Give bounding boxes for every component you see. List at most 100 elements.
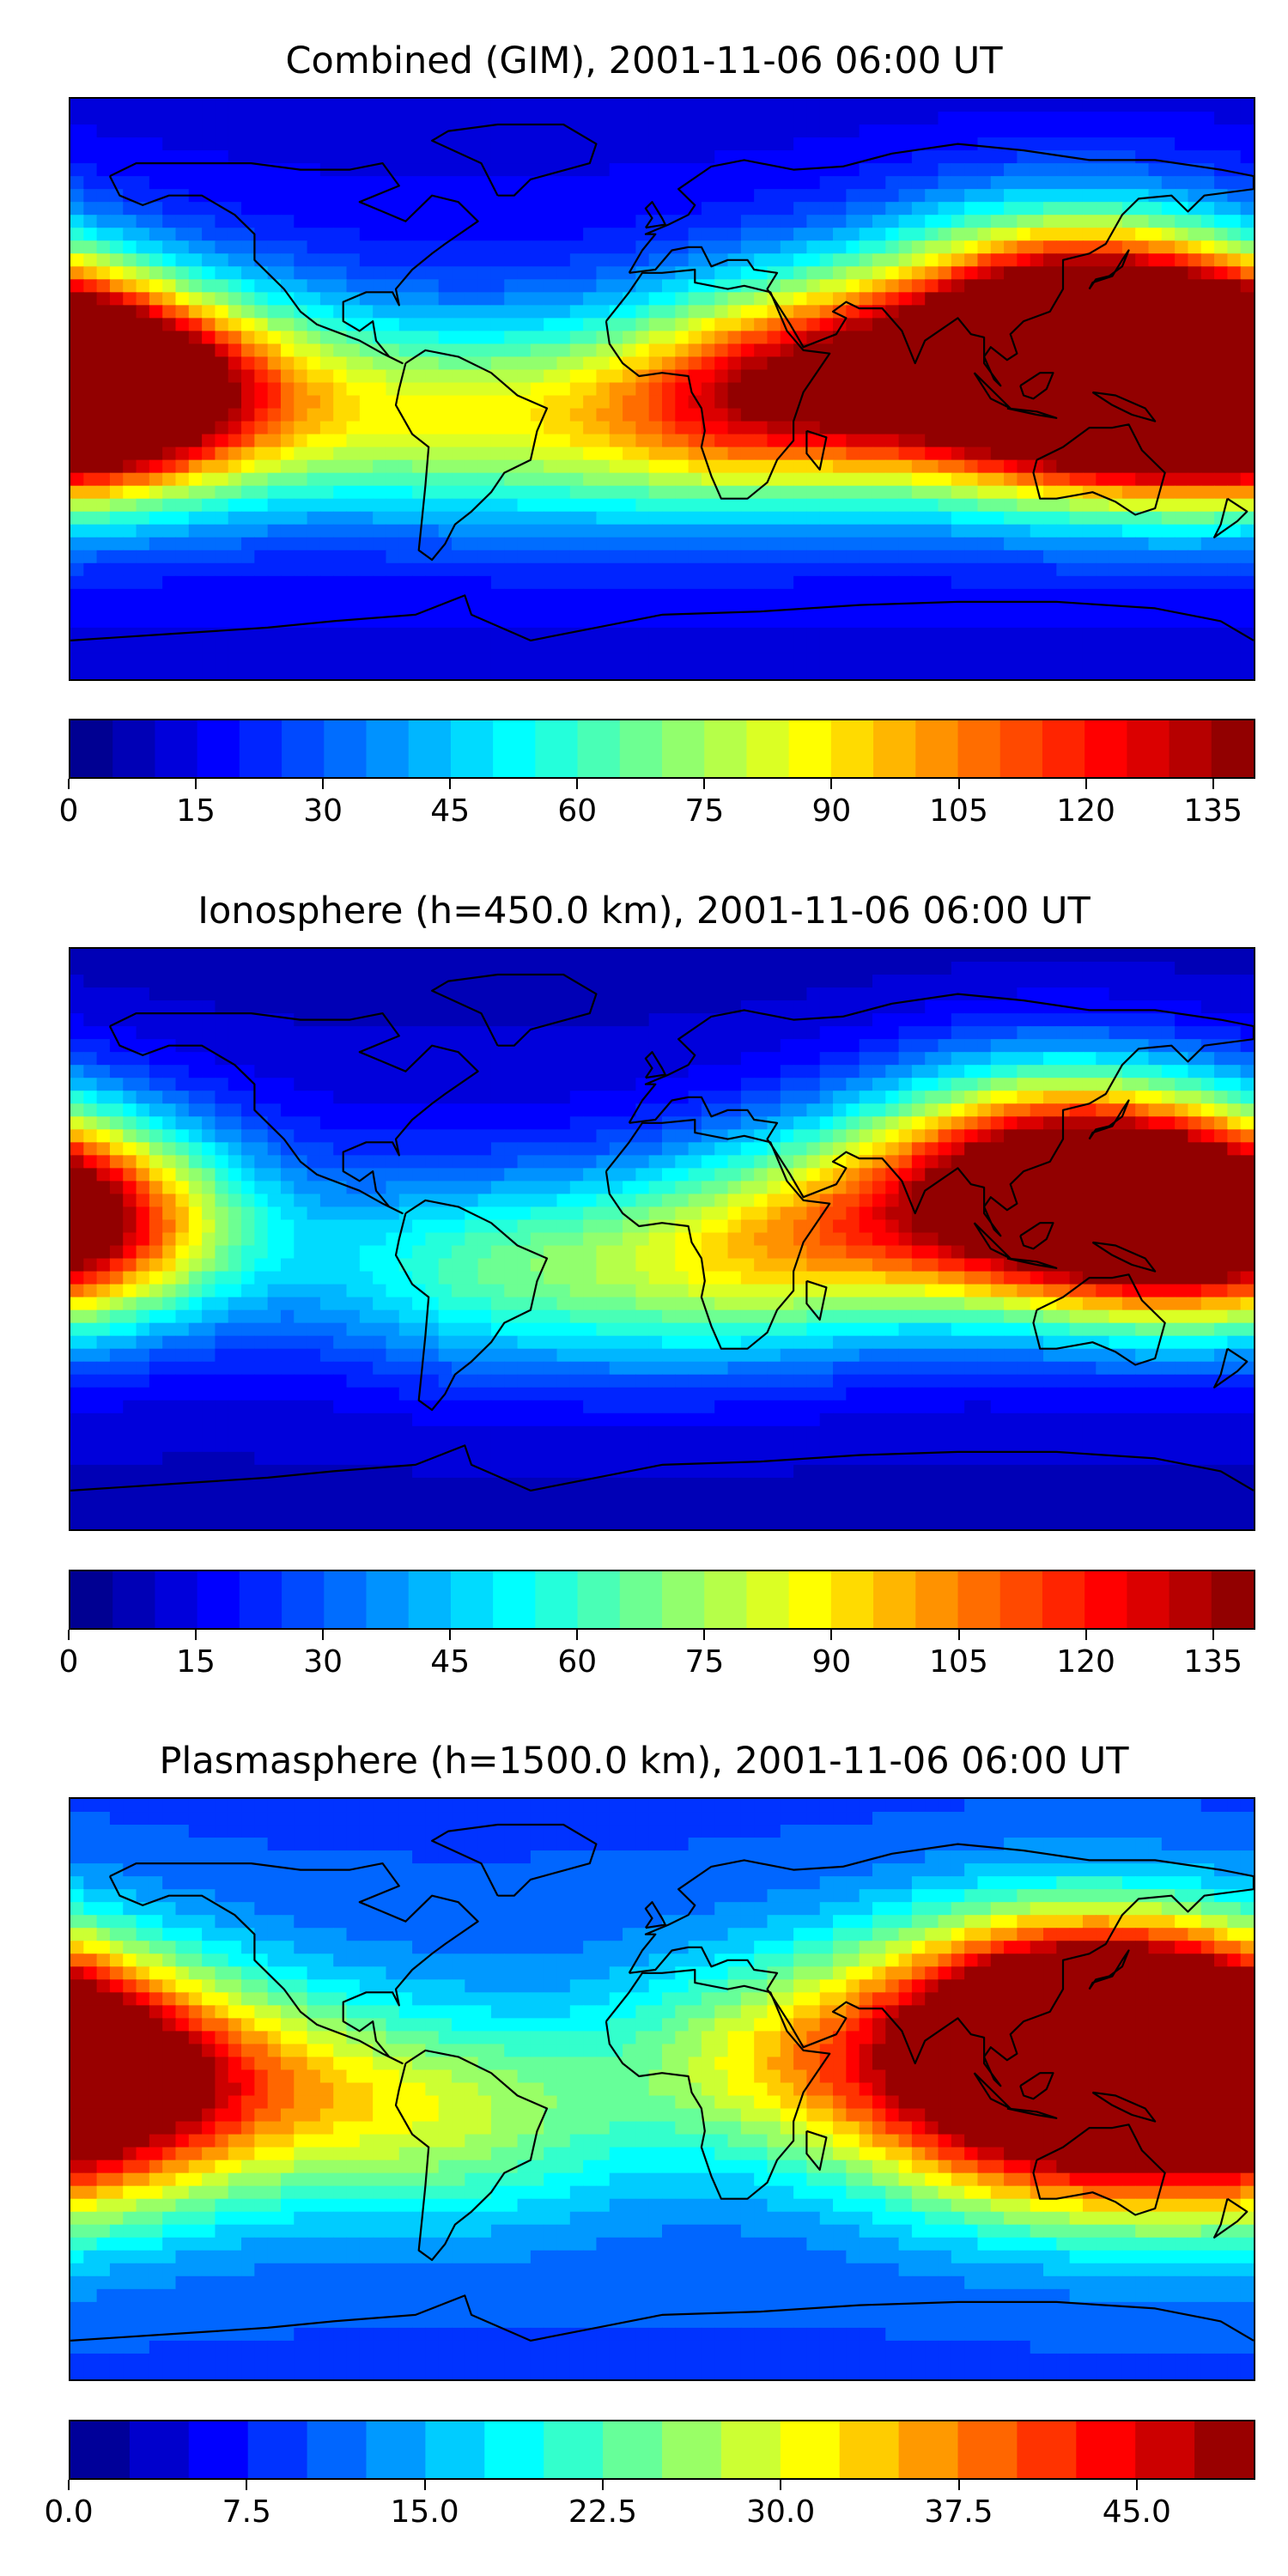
field-cell (228, 1065, 242, 1078)
field-cell (1161, 421, 1176, 435)
field-cell (1135, 279, 1150, 293)
field-cell (556, 189, 571, 203)
field-cell (688, 228, 702, 241)
field-cell (70, 369, 84, 384)
field-cell (569, 343, 584, 358)
field-cell (675, 112, 690, 125)
field-cell (911, 975, 926, 988)
field-cell (846, 614, 860, 629)
field-cell (398, 562, 413, 577)
field-cell (319, 253, 334, 267)
field-cell (964, 987, 979, 1001)
field-cell (714, 163, 729, 177)
field-cell (701, 112, 715, 125)
field-cell (925, 99, 939, 112)
field-cell (544, 562, 558, 577)
field-cell (675, 537, 690, 551)
field-cell (1096, 498, 1110, 513)
field-cell (425, 1000, 440, 1014)
field-cell (1069, 215, 1084, 228)
field-cell (490, 240, 505, 254)
field-cell (754, 434, 769, 448)
field-cell (1200, 640, 1215, 654)
field-cell (727, 665, 742, 679)
field-cell (425, 395, 440, 410)
field-cell (307, 240, 321, 254)
field-cell (675, 305, 690, 319)
field-cell (911, 228, 926, 241)
field-cell (1069, 137, 1084, 151)
coastline (805, 429, 828, 471)
field-cell (911, 163, 926, 177)
field-cell (333, 189, 348, 203)
field-cell (911, 434, 926, 448)
field-cell (412, 472, 426, 487)
field-cell (530, 1000, 544, 1014)
field-cell (202, 150, 216, 164)
field-cell (596, 459, 611, 474)
field-cell (859, 498, 873, 513)
field-cell (1227, 228, 1242, 241)
field-cell (1030, 253, 1044, 267)
field-cell (675, 408, 690, 422)
field-cell (885, 408, 900, 422)
field-cell (1017, 176, 1031, 190)
field-cell (938, 550, 952, 564)
field-cell (123, 588, 137, 603)
field-cell (123, 292, 137, 306)
field-cell (412, 1026, 426, 1040)
field-cell (740, 421, 755, 435)
field-cell (1082, 343, 1097, 358)
field-cell (951, 472, 965, 487)
field-cell (373, 1013, 387, 1027)
field-cell (675, 421, 690, 435)
field-cell (872, 665, 886, 679)
field-cell (307, 962, 321, 975)
field-cell (544, 408, 558, 422)
field-cell (1188, 240, 1202, 254)
field-cell (1017, 472, 1031, 487)
field-cell (123, 125, 137, 138)
field-cell (1200, 447, 1215, 461)
field-cell (859, 189, 873, 203)
field-cell (898, 137, 913, 151)
field-cell (1004, 640, 1018, 654)
field-cell (452, 99, 465, 112)
field-cell (885, 524, 900, 538)
field-cell (425, 562, 440, 577)
field-cell (1004, 987, 1018, 1001)
field-cell (517, 459, 532, 474)
field-cell (951, 949, 965, 963)
field-cell (885, 331, 900, 345)
field-cell (596, 485, 611, 500)
field-cell (714, 112, 729, 125)
field-cell (386, 292, 400, 306)
field-cell (162, 125, 177, 138)
field-cell (964, 665, 979, 679)
field-cell (833, 331, 847, 345)
field-cell (1043, 215, 1057, 228)
field-cell (1043, 511, 1057, 526)
field-cell (359, 537, 374, 551)
field-cell (1069, 279, 1084, 293)
field-cell (109, 99, 124, 112)
field-cell (635, 588, 650, 603)
field-cell (1030, 318, 1044, 331)
field-cell (754, 331, 769, 345)
field-cell (938, 343, 952, 358)
field-cell (1175, 975, 1189, 988)
field-cell (609, 215, 623, 228)
field-cell (675, 176, 690, 190)
field-cell (806, 524, 821, 538)
field-cell (412, 665, 426, 679)
field-cell (254, 176, 269, 190)
field-cell (241, 266, 255, 280)
field-cell (1227, 253, 1242, 267)
field-cell (544, 653, 558, 667)
field-cell (83, 331, 98, 345)
field-cell (452, 112, 465, 125)
field-cell (609, 253, 623, 267)
field-cell (346, 240, 361, 254)
field-cell (793, 434, 808, 448)
field-cell (688, 421, 702, 435)
